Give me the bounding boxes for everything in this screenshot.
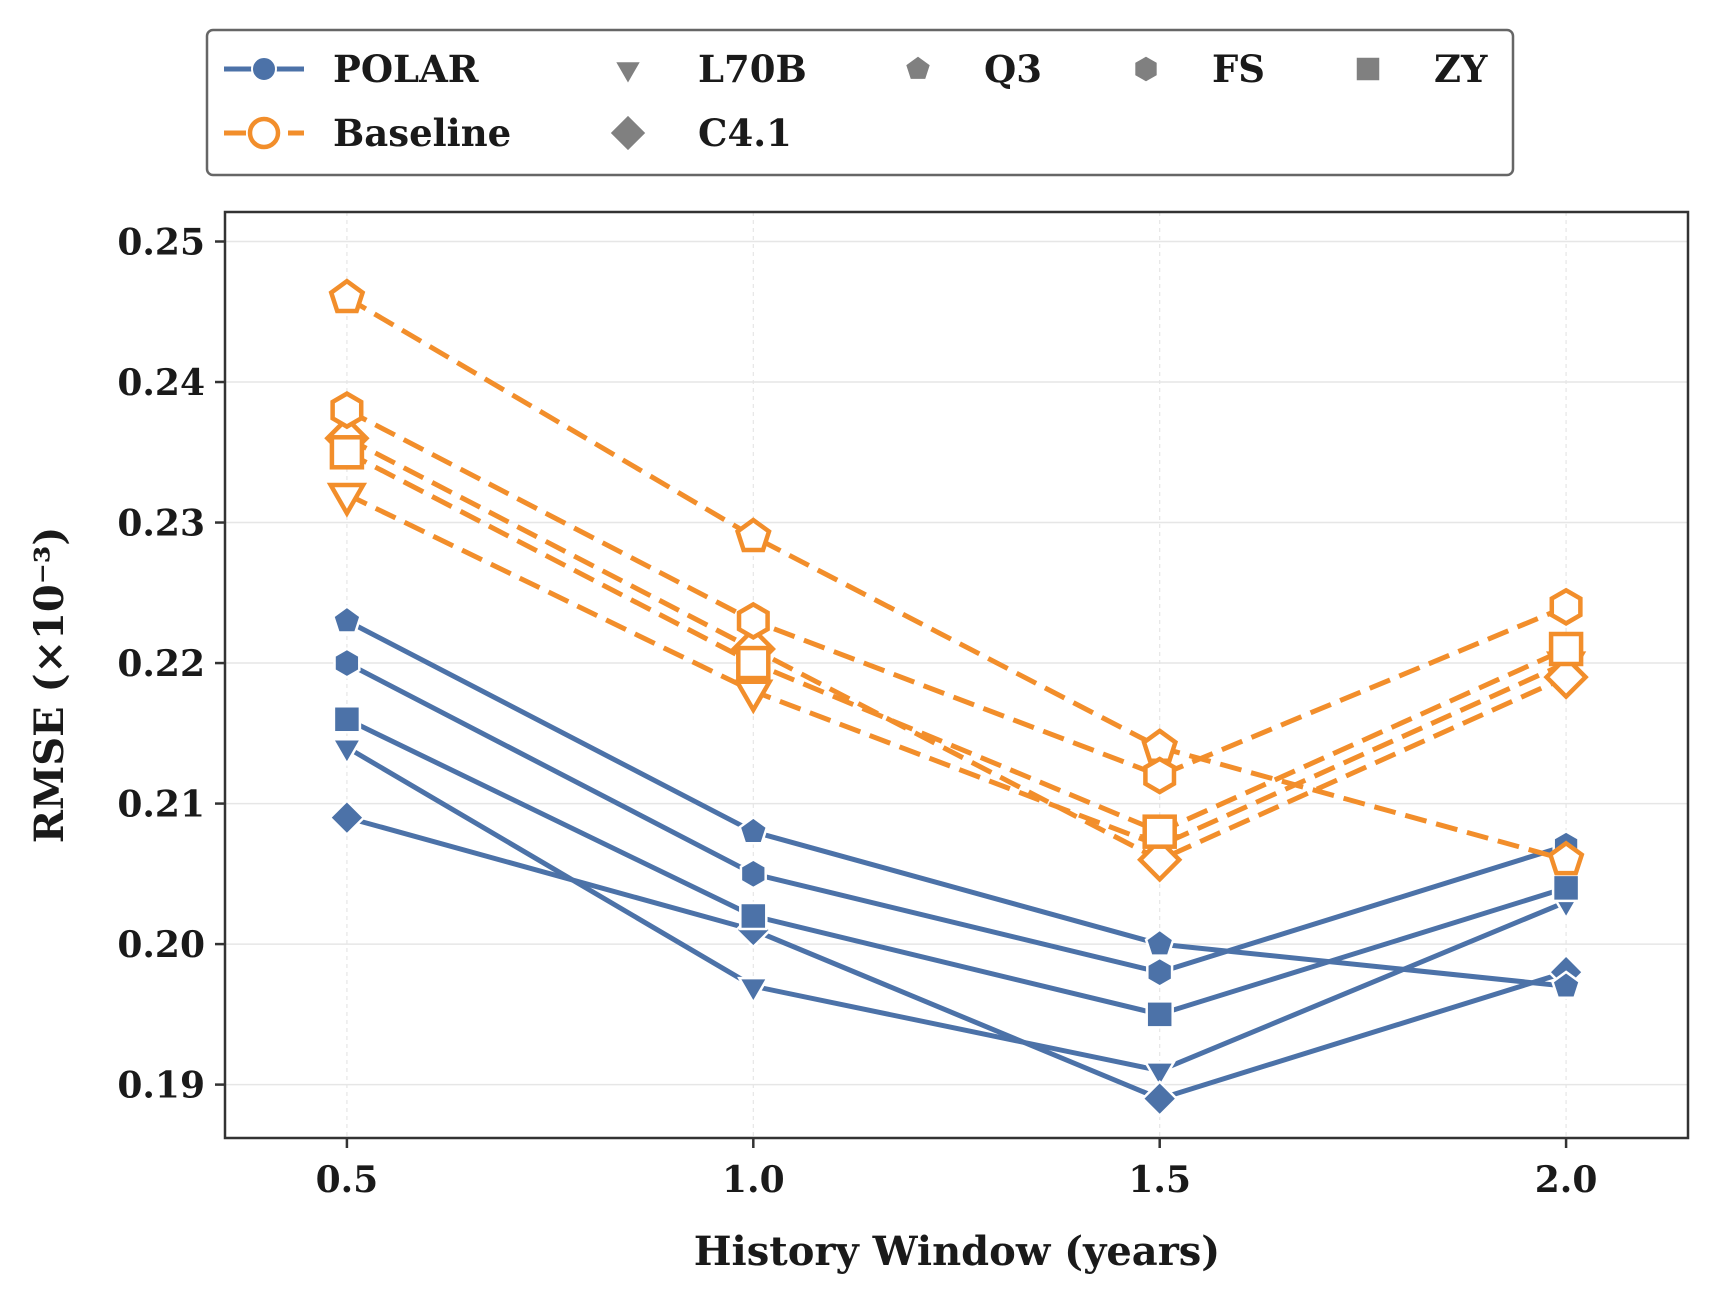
data-point-polar-q3 xyxy=(331,605,362,634)
data-point-polar-fs xyxy=(1146,956,1174,988)
data-point-polar-c4-1 xyxy=(328,798,366,837)
series-line-polar-fs xyxy=(345,660,1567,975)
series-line-baseline-q3 xyxy=(345,295,1567,863)
data-point-baseline-c4-1 xyxy=(1543,654,1589,700)
y-tick-label: 0.22 xyxy=(117,643,205,685)
legend-marker-fs xyxy=(1133,54,1159,84)
x-tick-label: 2.0 xyxy=(1535,1159,1598,1201)
series-baseline-zy xyxy=(329,435,1584,849)
data-point-polar-q3 xyxy=(738,815,769,845)
legend-marker-c4-1 xyxy=(608,113,648,153)
data-point-baseline-zy xyxy=(329,435,365,470)
legend-marker-zy xyxy=(1355,56,1381,82)
x-tick-label: 1.5 xyxy=(1128,1159,1191,1201)
data-point-baseline-q3 xyxy=(734,517,772,553)
data-point-polar-zy xyxy=(1551,873,1581,903)
series-line-polar-l70b xyxy=(345,745,1568,1074)
data-point-baseline-l70b xyxy=(326,482,368,518)
legend-marker-polar xyxy=(251,56,277,82)
data-point-baseline-q3 xyxy=(1547,840,1585,876)
legend-label-c4-1: C4.1 xyxy=(698,111,792,155)
series-polar-zy xyxy=(332,705,1581,1029)
legend: POLAR Baseline L70B C4.1 Q3 FS ZY xyxy=(205,28,1515,177)
series-line-baseline-l70b xyxy=(345,492,1568,849)
legend-marker-q3 xyxy=(904,54,932,81)
legend-frame xyxy=(205,28,1515,177)
data-point-polar-fs xyxy=(333,647,361,679)
y-axis-label: RMSE (×10⁻³) xyxy=(26,527,73,843)
legend-label-polar: POLAR xyxy=(333,47,479,91)
series-baseline-q3 xyxy=(328,278,1585,876)
data-point-baseline-fs xyxy=(330,391,364,430)
series-line-polar-zy xyxy=(345,717,1567,1017)
legend-label-q3: Q3 xyxy=(984,47,1042,91)
data-point-baseline-l70b xyxy=(733,679,774,715)
data-point-polar-zy xyxy=(739,901,768,931)
y-tick-label: 0.20 xyxy=(117,924,205,966)
data-point-polar-l70b xyxy=(737,976,770,1005)
x-tick-label: 0.5 xyxy=(316,1159,379,1201)
legend-label-zy: ZY xyxy=(1434,47,1488,91)
legend-label-fs: FS xyxy=(1212,47,1265,91)
series-line-baseline-fs xyxy=(345,407,1568,778)
data-point-polar-q3 xyxy=(1144,928,1175,957)
data-point-polar-l70b xyxy=(1143,1061,1176,1090)
plot-area xyxy=(225,212,1688,1138)
data-point-baseline-fs xyxy=(1549,587,1583,626)
series-polar-q3 xyxy=(331,605,1582,1000)
data-point-baseline-fs xyxy=(1143,756,1177,795)
series-line-polar-c4-1 xyxy=(346,815,1567,1102)
data-point-polar-c4-1 xyxy=(1141,1079,1179,1118)
data-point-baseline-zy xyxy=(1548,631,1584,667)
series-baseline-fs xyxy=(330,391,1583,795)
data-point-polar-l70b xyxy=(330,737,364,767)
y-tick-label: 0.24 xyxy=(117,362,205,404)
series-line-baseline-zy xyxy=(345,450,1568,835)
data-point-polar-zy xyxy=(1145,1000,1174,1029)
gridlines xyxy=(225,212,1688,1138)
legend-label-baseline: Baseline xyxy=(333,111,511,155)
series-line-baseline-c4-1 xyxy=(345,435,1568,863)
legend-marker-l70b xyxy=(613,60,643,86)
data-point-baseline-zy xyxy=(736,645,771,681)
y-tick-label: 0.25 xyxy=(117,222,205,264)
legend-label-l70b: L70B xyxy=(698,47,807,91)
x-tick-label: 1.0 xyxy=(722,1159,785,1201)
y-tick-label: 0.19 xyxy=(117,1065,205,1107)
legend-marker-baseline xyxy=(247,116,281,150)
x-axis-label: History Window (years) xyxy=(694,1228,1220,1275)
data-point-polar-q3 xyxy=(1551,970,1582,1000)
data-point-baseline-c4-1 xyxy=(1137,837,1183,883)
y-tick-label: 0.21 xyxy=(117,784,205,826)
data-point-baseline-zy xyxy=(1142,814,1177,849)
data-point-baseline-q3 xyxy=(328,278,366,314)
data-point-polar-zy xyxy=(332,705,362,734)
axes-frame xyxy=(223,210,1690,1140)
y-tick-label: 0.23 xyxy=(117,503,205,545)
data-point-baseline-fs xyxy=(736,601,770,640)
series-line-polar-q3 xyxy=(345,618,1567,989)
data-point-polar-fs xyxy=(739,858,767,890)
